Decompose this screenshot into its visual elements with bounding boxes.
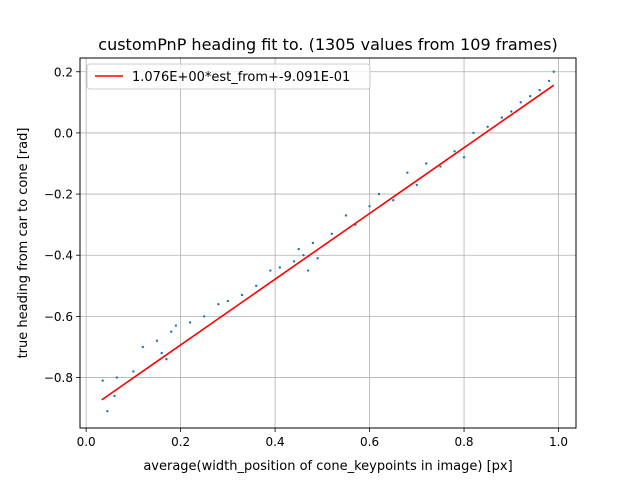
scatter-point [217, 302, 220, 306]
scatter-point [302, 254, 305, 257]
scatter-point [101, 379, 104, 382]
scatter-point [552, 70, 555, 73]
scatter-point [169, 330, 173, 333]
scatter-point [113, 394, 116, 398]
x-tick-label: 0.4 [266, 435, 285, 449]
scatter-point [406, 171, 409, 174]
scatter-point [132, 370, 135, 373]
scatter-point [203, 315, 206, 318]
scatter-point [278, 266, 282, 269]
scatter-point [377, 192, 381, 196]
y-tick-label: −0.6 [44, 310, 73, 324]
scatter-point [330, 232, 333, 236]
scatter-point [226, 299, 230, 303]
scatter-point [391, 198, 395, 202]
x-tick-label: 0.2 [171, 435, 190, 449]
x-tick-label: 0.8 [454, 435, 473, 449]
legend: 1.076E+00*est_from+-9.091E-01 [86, 63, 371, 90]
scatter-point [306, 269, 310, 272]
scatter-point [254, 284, 258, 288]
x-tick-label: 0.0 [77, 435, 96, 449]
legend-label-fit-line: 1.076E+00*est_from+-9.091E-01 [132, 70, 350, 85]
scatter-point [425, 162, 428, 165]
scatter-point [415, 183, 419, 187]
scatter-point [240, 293, 244, 297]
scatter-point [528, 95, 532, 98]
y-axis-label: true heading from car to cone [rad] [16, 128, 31, 359]
legend-box [86, 63, 371, 90]
x-tick-label: 0.6 [360, 435, 379, 449]
scatter-point [115, 376, 119, 379]
chart-title: customPnP heading fit to. (1305 values f… [98, 35, 557, 54]
plot-frame [79, 57, 577, 429]
scatter-point [292, 260, 296, 263]
scatter-point [155, 339, 159, 343]
scatter-point [472, 131, 475, 135]
y-tick-label: −0.8 [44, 371, 73, 385]
scatter-point [297, 247, 300, 251]
plot-data [101, 70, 555, 413]
scatter-point [439, 165, 442, 168]
scatter-point [486, 125, 489, 129]
scatter-point [368, 205, 371, 208]
scatter-point [547, 79, 551, 83]
scatter-point [141, 345, 145, 349]
x-axis-label: average(width_position of cone_keypoints… [143, 459, 512, 474]
scatter-point [510, 110, 513, 113]
ticks: 0.0 0.2 0.4 0.6 0.8 1.0 −0.8 −0.6 −0.4 −0.2 0.0 0.2 [44, 65, 568, 449]
scatter-point [269, 269, 272, 272]
scatter-point [311, 241, 315, 245]
scatter-point [188, 321, 192, 324]
scatter-point [106, 409, 109, 413]
scatter-point [174, 324, 178, 327]
scatter-point [538, 88, 541, 92]
scatter-point [500, 116, 504, 119]
y-tick-label: −0.4 [44, 249, 73, 263]
y-tick-label: −0.2 [44, 188, 73, 202]
scatter-point [316, 257, 319, 260]
y-tick-label: 0.0 [54, 126, 73, 140]
scatter-point [160, 351, 163, 355]
y-tick-label: 0.2 [54, 65, 73, 79]
scatter-point [344, 214, 348, 217]
scatter-point [165, 357, 168, 361]
scatter-point [519, 101, 522, 104]
scatter-point [462, 156, 466, 159]
scatter-point [453, 150, 456, 153]
grid [80, 58, 576, 428]
fit-line [101, 84, 555, 401]
x-tick-label: 1.0 [549, 435, 568, 449]
